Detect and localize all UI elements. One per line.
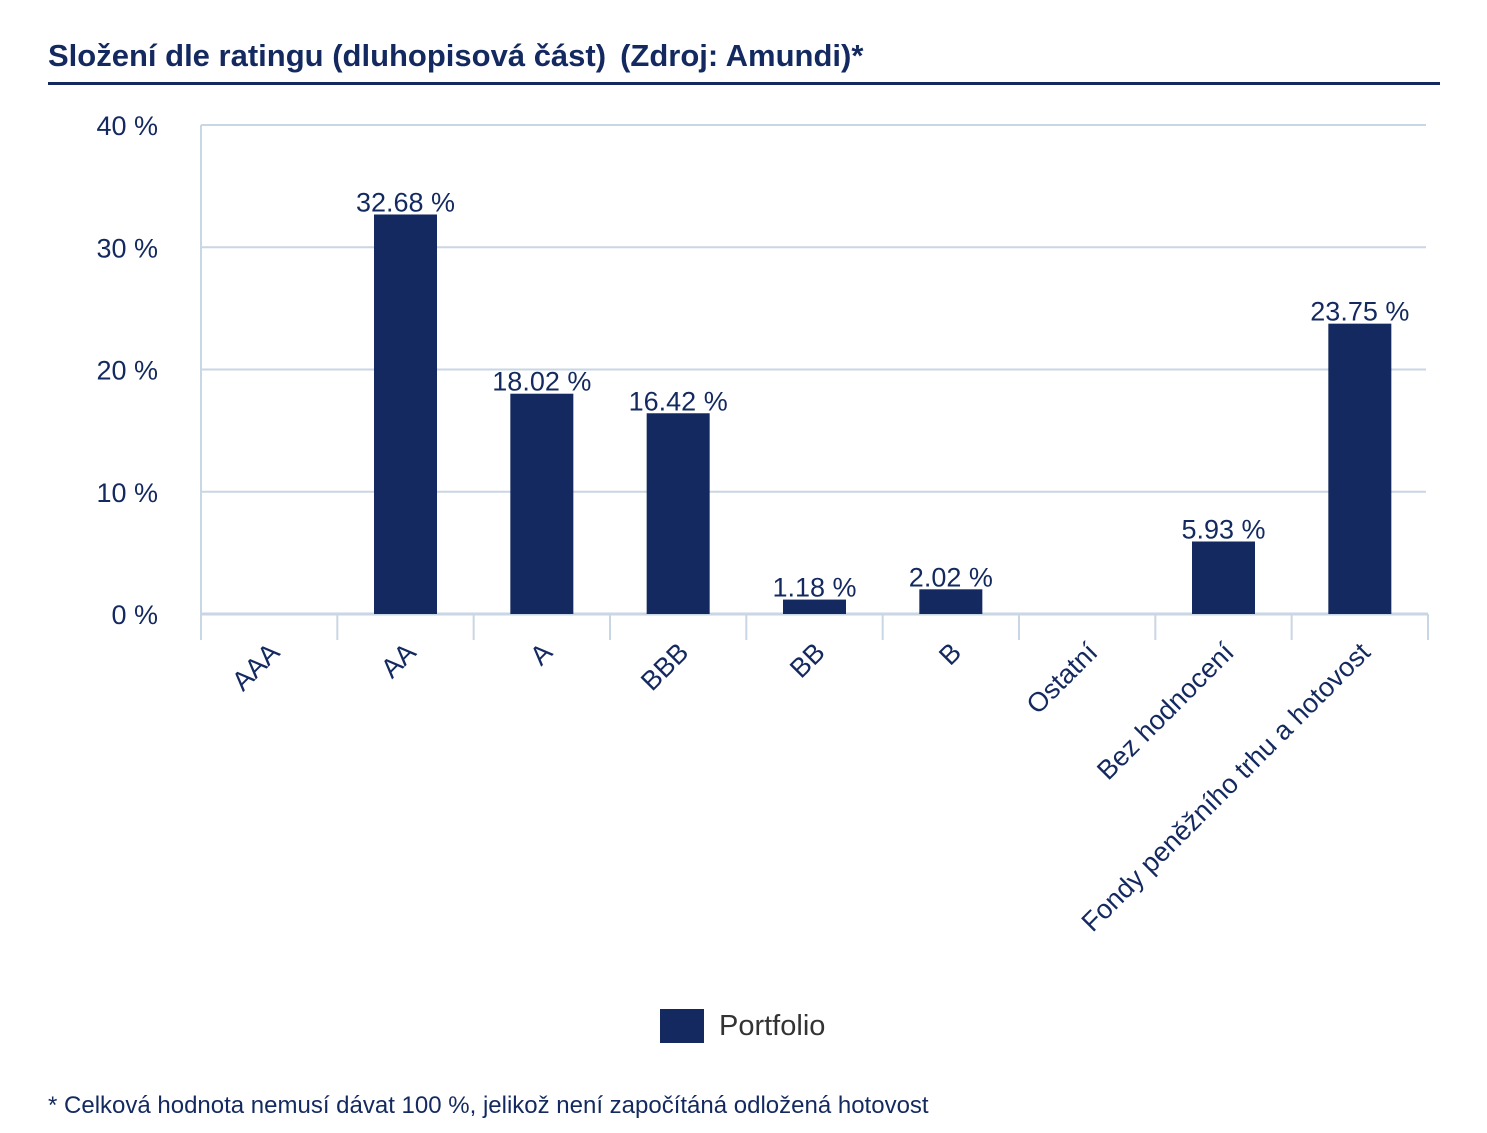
x-tick-label: A [524, 637, 558, 671]
chart-header: Složení dle ratingu (dluhopisová část) (Z… [48, 32, 1440, 85]
x-tick-label: Ostatní [1021, 637, 1104, 720]
data-label: 2.02 % [909, 562, 993, 592]
legend-label-portfolio: Portfolio [719, 1009, 826, 1042]
bar [1192, 541, 1255, 614]
y-tick-label: 30 % [96, 233, 158, 263]
bar [510, 393, 574, 614]
chart-title: Složení dle ratingu (dluhopisová část) (Z… [48, 38, 863, 74]
chart-source: (Zdroj: Amundi)* [620, 38, 864, 73]
data-label: 32.68 % [356, 187, 455, 217]
x-tick-label: BB [784, 637, 831, 684]
chart-legend: Portfolio [660, 1008, 825, 1044]
bar [374, 214, 437, 614]
x-tick-label: BBB [635, 637, 694, 696]
x-tick-label: Bez hodnocení [1091, 637, 1240, 786]
data-label: 18.02 % [492, 367, 591, 397]
data-label: 5.93 % [1181, 515, 1265, 545]
x-tick-label: Fondy peněžního trhu a hotovost [1076, 637, 1377, 938]
data-label: 16.42 % [629, 386, 728, 416]
bar [919, 589, 983, 614]
x-tick-label: AAA [226, 637, 285, 696]
x-tick-label: B [933, 637, 967, 671]
bar [783, 599, 846, 614]
y-tick-label: 10 % [96, 478, 158, 508]
chart-title-text: Složení dle ratingu (dluhopisová část) [48, 38, 607, 73]
y-tick-label: 0 % [111, 600, 158, 630]
x-tick-label: AA [375, 637, 422, 684]
data-label: 1.18 % [772, 573, 856, 603]
data-label: 23.75 % [1310, 297, 1409, 327]
y-tick-label: 40 % [96, 111, 158, 141]
y-tick-label: 20 % [96, 356, 158, 386]
bar [1328, 323, 1392, 614]
legend-swatch-portfolio [660, 1009, 704, 1043]
bar [646, 413, 710, 614]
footnote: * Celková hodnota nemusí dávat 100 %, je… [48, 1092, 929, 1119]
